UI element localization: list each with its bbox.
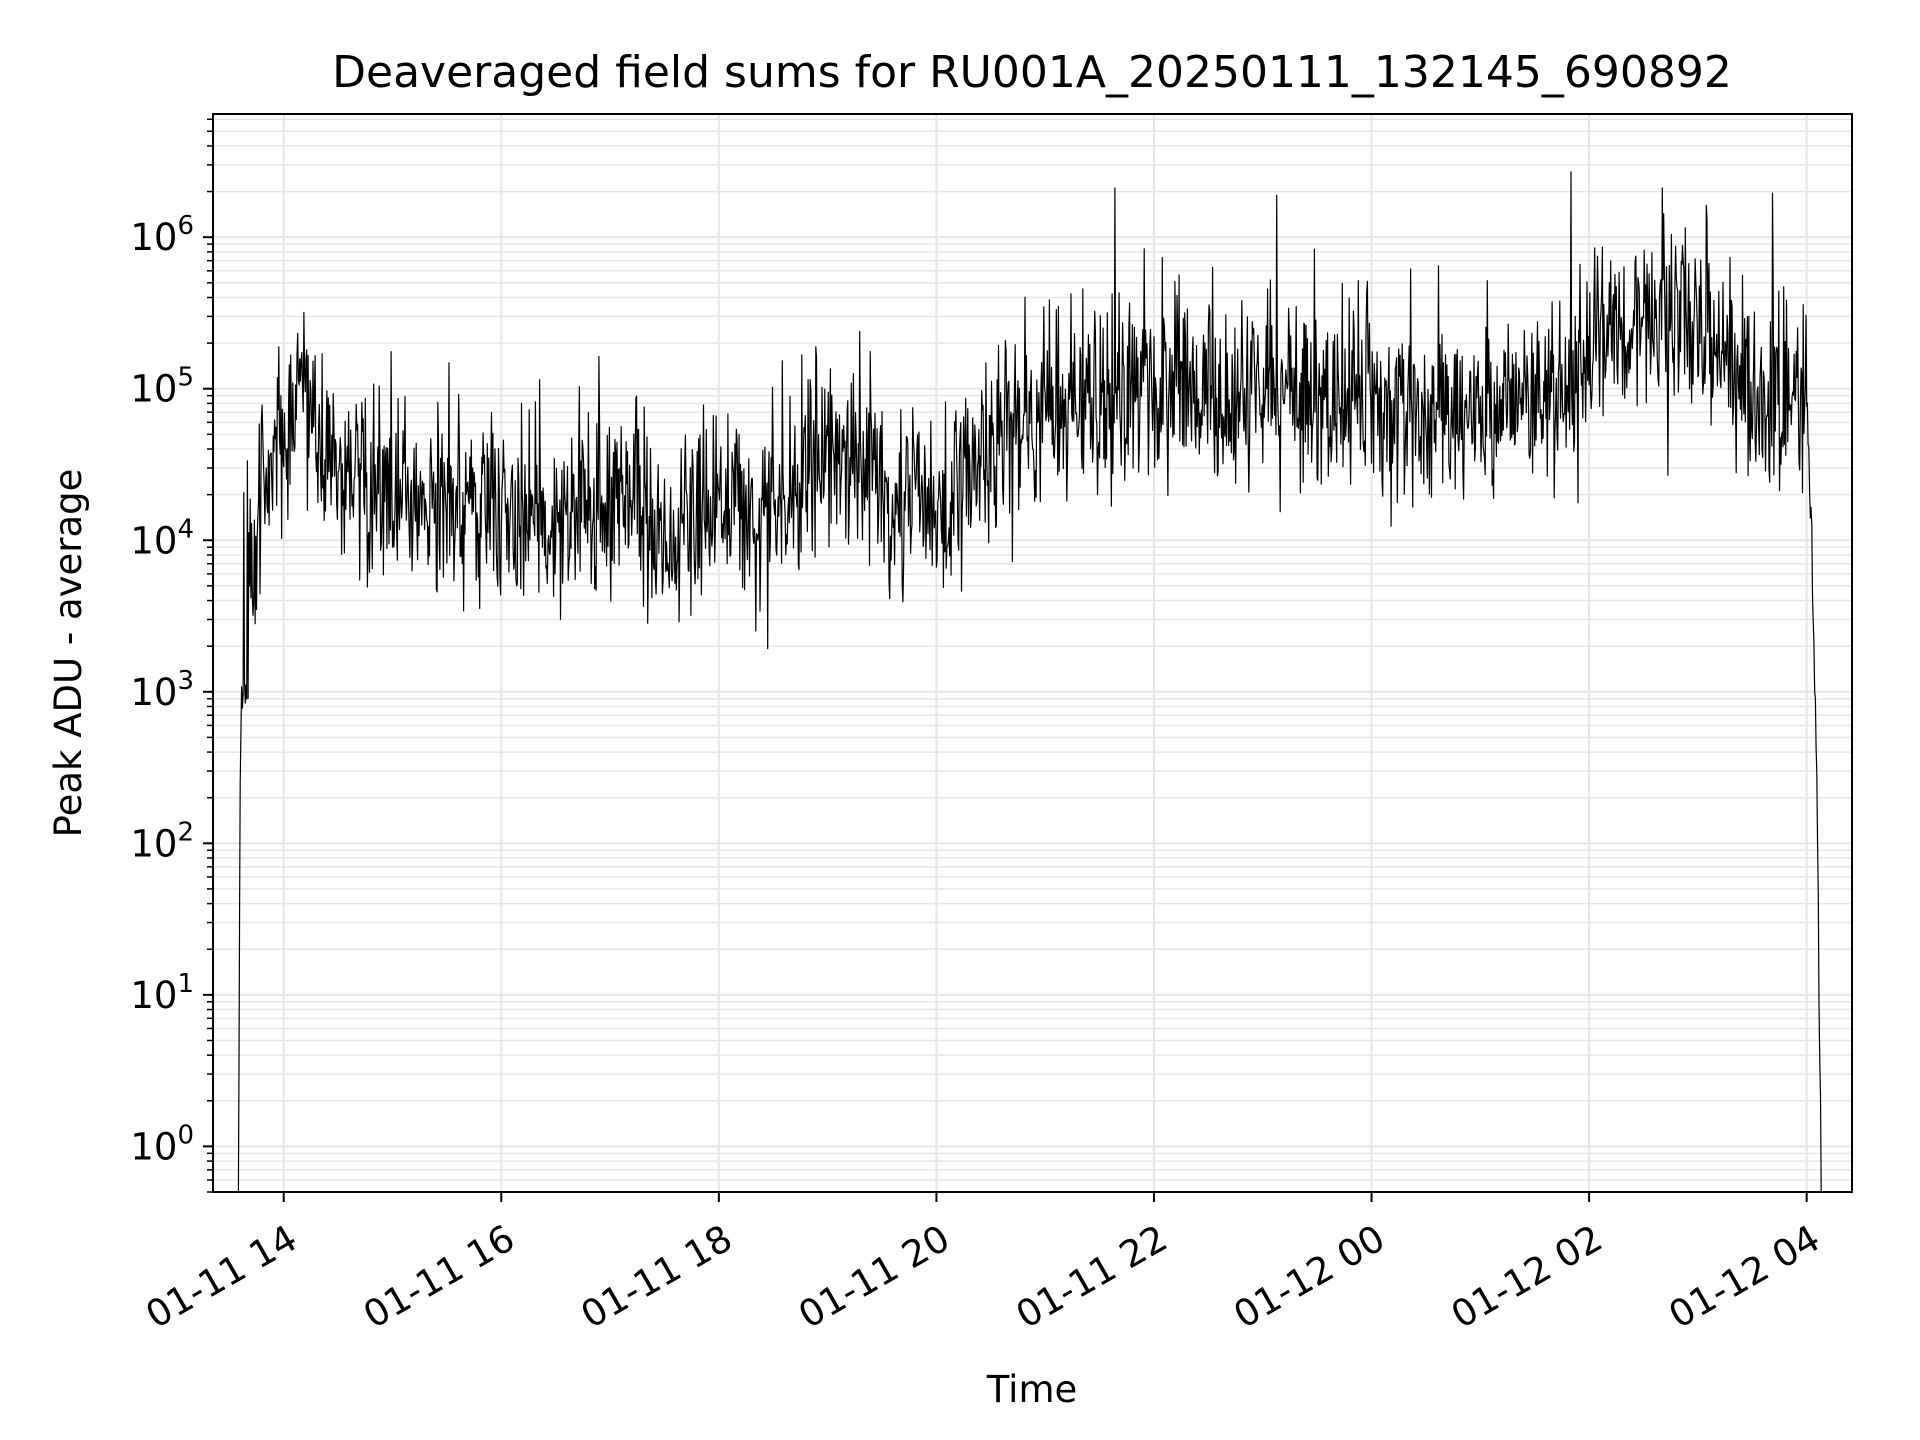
y-tick-exponent: 4: [177, 514, 194, 544]
y-tick-base: 10: [130, 822, 177, 865]
series-line: [237, 171, 1822, 1193]
y-tick-exponent: 5: [177, 363, 194, 393]
series-layer: [237, 171, 1822, 1193]
y-tick-exponent: 1: [177, 969, 194, 999]
grid-lines: [213, 114, 1852, 1193]
x-axis-label: Time: [986, 1368, 1078, 1411]
y-tick-label: 104: [130, 514, 194, 562]
y-tick-exponent: 6: [177, 211, 194, 241]
y-tick-label: 105: [130, 363, 194, 411]
plot-frame: [212, 113, 1853, 1193]
y-tick-label: 100: [130, 1120, 194, 1168]
y-tick-label: 103: [130, 666, 194, 714]
y-tick-exponent: 2: [177, 817, 194, 847]
y-tick-base: 10: [130, 368, 177, 411]
y-tick-label: 101: [130, 969, 194, 1017]
y-tick-exponent: 3: [177, 666, 194, 696]
y-axis-label: Peak ADU - average: [47, 469, 90, 838]
y-tick-base: 10: [130, 519, 177, 562]
y-tick-label: 106: [130, 211, 194, 259]
y-tick-label: 102: [130, 817, 194, 865]
y-tick-exponent: 0: [177, 1120, 194, 1150]
y-tick-base: 10: [130, 671, 177, 714]
y-tick-base: 10: [130, 1125, 177, 1168]
chart-title: Deaveraged field sums for RU001A_2025011…: [332, 47, 1732, 98]
y-tick-base: 10: [130, 216, 177, 259]
y-tick-base: 10: [130, 974, 177, 1017]
